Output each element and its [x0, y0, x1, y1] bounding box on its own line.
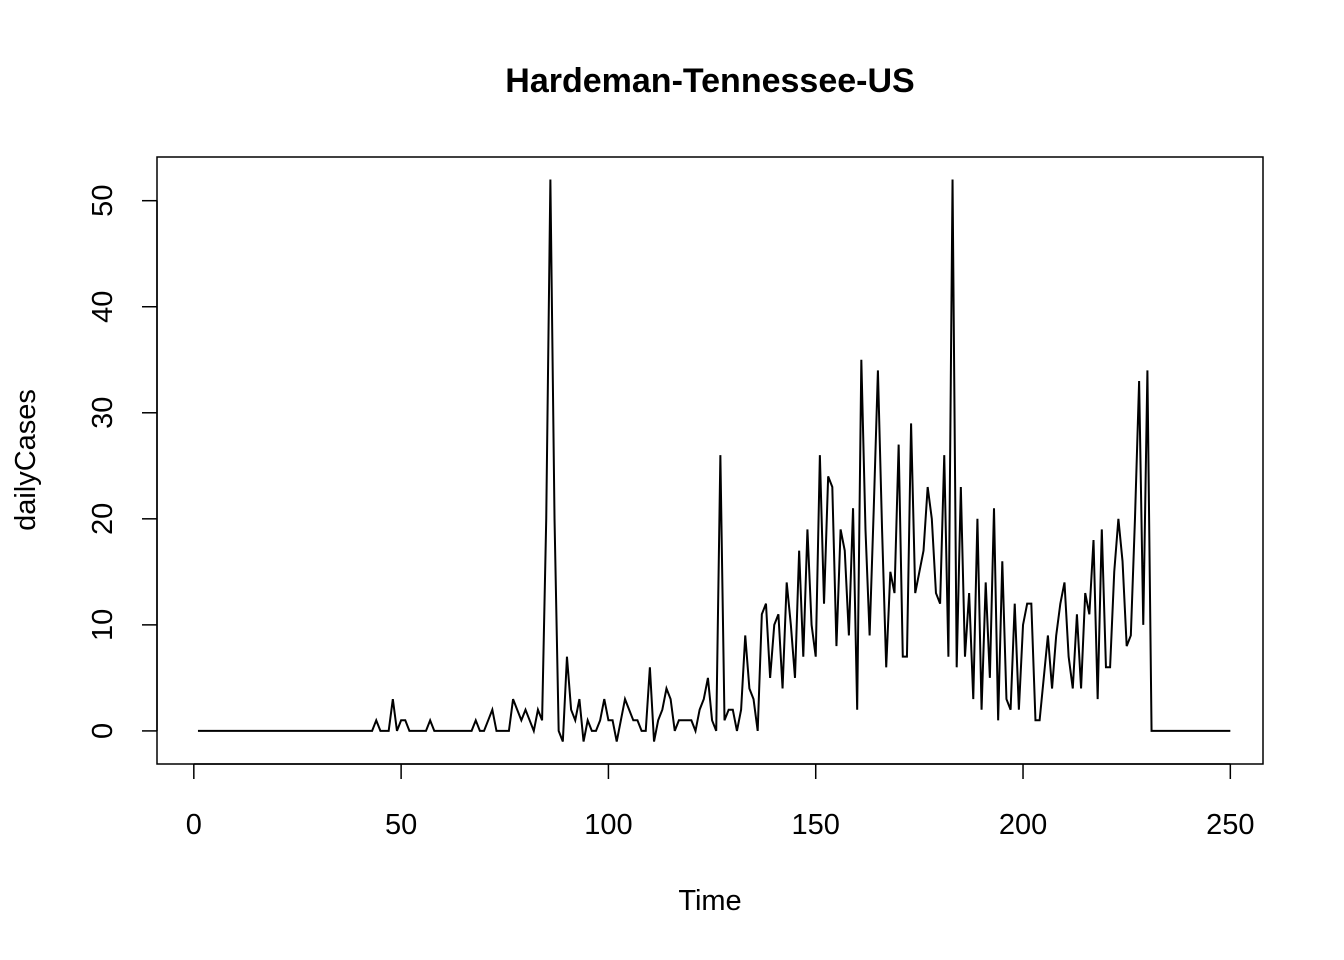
- x-tick-label: 100: [584, 809, 632, 841]
- x-tick-label: 0: [186, 809, 202, 841]
- x-axis-label: Time: [678, 885, 741, 917]
- y-tick-label: 10: [87, 609, 119, 641]
- chart-title: Hardeman-Tennessee-US: [505, 62, 914, 100]
- series-line: [197, 179, 1231, 742]
- y-tick-label: 30: [87, 397, 119, 429]
- y-tick-label: 20: [87, 503, 119, 535]
- y-axis: 0 10 20 30 40 50: [87, 185, 158, 739]
- x-tick-label: 200: [999, 809, 1047, 841]
- y-axis-label: dailyCases: [10, 389, 42, 531]
- x-tick-label: 150: [792, 809, 840, 841]
- y-tick-label: 0: [87, 723, 119, 739]
- x-tick-label: 250: [1206, 809, 1254, 841]
- x-tick-label: 50: [385, 809, 417, 841]
- y-tick-label: 40: [87, 291, 119, 323]
- y-tick-label: 50: [87, 185, 119, 217]
- x-axis: 0 50 100 150 200 250: [186, 763, 1255, 841]
